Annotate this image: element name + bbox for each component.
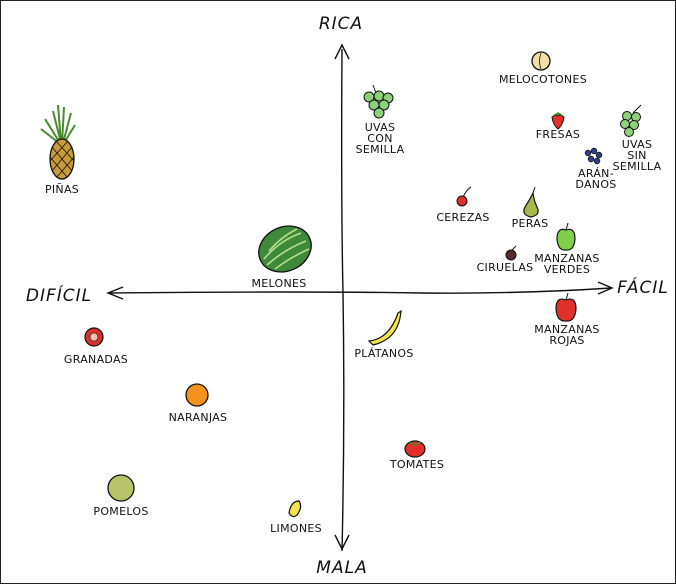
label-uvas-sin-semilla-2: SIN [627, 149, 646, 162]
label-platanos: PLÁTANOS [354, 347, 413, 360]
seedless-grapes-icon [620, 104, 642, 137]
grapes-with-seeds-icon [363, 84, 394, 119]
plum-icon [505, 245, 517, 261]
axis-label-top: RICA [319, 14, 363, 34]
arrow-right-icon [597, 281, 614, 295]
label-manzanas-verdes-2: VERDES [544, 263, 590, 276]
label-uvas-con-semilla-2: CON [367, 132, 392, 145]
horizontal-axis [108, 287, 612, 294]
label-ciruelas: CIRUELAS [477, 261, 534, 274]
fruit-labels: PIÑAS UVAS CON SEMILLA MELOCOTONES FRESA… [45, 73, 662, 535]
label-granadas: GRANADAS [64, 353, 128, 366]
axis-label-left: DIFÍCIL [26, 284, 92, 306]
arrow-up-icon [334, 43, 350, 60]
peach-icon [531, 51, 551, 71]
pineapple-icon [40, 104, 76, 180]
vertical-axis [340, 48, 345, 552]
label-manzanas-rojas-1: MANZANAS [534, 323, 599, 336]
label-melones: MELONES [251, 277, 306, 290]
pomegranate-icon [84, 327, 104, 347]
arrow-left-icon [106, 286, 124, 300]
label-cerezas: CEREZAS [436, 211, 489, 224]
label-tomates: TOMATES [389, 458, 444, 471]
green-apple-icon [556, 222, 576, 251]
axes: RICA MALA DIFÍCIL FÁCIL [26, 14, 669, 578]
label-peras: PERAS [512, 217, 549, 230]
arrow-down-icon [334, 534, 350, 551]
label-manzanas-rojas-2: ROJAS [549, 334, 584, 347]
label-uvas-sin-semilla-3: SEMILLA [613, 160, 662, 173]
watermelon-icon [258, 225, 312, 273]
blueberries-icon [584, 147, 603, 165]
label-pinas: PIÑAS [45, 183, 79, 196]
label-fresas: FRESAS [536, 128, 580, 141]
label-uvas-con-semilla-1: UVAS [365, 121, 396, 134]
label-melocotones: MELOCOTONES [499, 73, 587, 86]
pear-icon [523, 186, 539, 218]
label-pomelos: POMELOS [93, 505, 148, 518]
orange-icon [185, 383, 209, 407]
label-uvas-sin-semilla-1: UVAS [622, 138, 653, 151]
axis-label-right: FÁCIL [617, 276, 669, 298]
label-naranjas: NARANJAS [169, 411, 228, 424]
banana-icon [367, 309, 402, 346]
label-limones: LIMONES [270, 522, 322, 535]
label-manzanas-verdes-1: MANZANAS [534, 252, 599, 265]
lemon-icon [288, 500, 302, 518]
red-apple-icon [555, 292, 577, 322]
label-arandanos-2: DANOS [575, 178, 616, 191]
label-arandanos-1: ARÁN- [578, 167, 614, 180]
cherry-icon [456, 186, 472, 207]
tomato-icon [404, 440, 426, 458]
strawberry-icon [551, 112, 565, 130]
grapefruit-icon [107, 474, 135, 502]
axis-label-bottom: MALA [316, 558, 367, 578]
label-uvas-con-semilla-3: SEMILLA [356, 143, 405, 156]
